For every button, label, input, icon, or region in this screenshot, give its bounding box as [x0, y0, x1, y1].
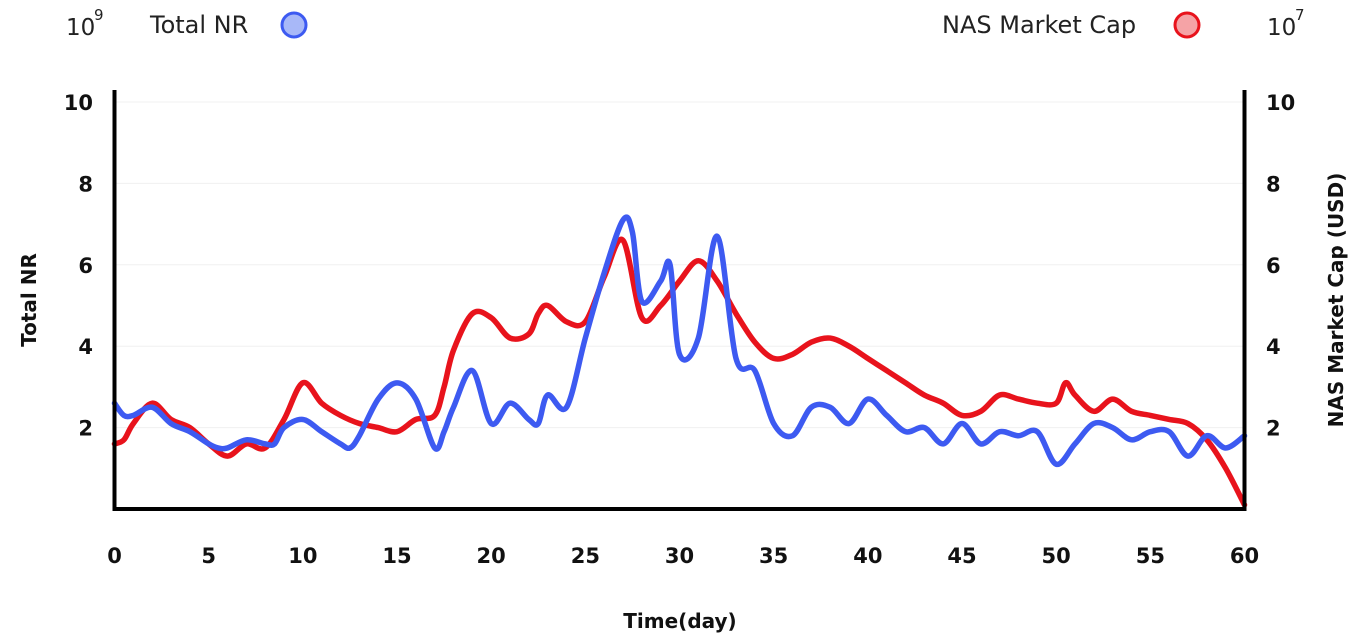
y-left-tick-label: 4: [78, 335, 93, 359]
legend-total-nr[interactable]: Total NR: [149, 11, 308, 39]
x-tick-label: 50: [1042, 544, 1071, 568]
left-multiplier-base: 10: [66, 15, 95, 41]
legend-marker-nas-market-cap: [1173, 11, 1201, 39]
x-tick-label: 15: [382, 544, 411, 568]
y-left-tick-label: 6: [78, 254, 93, 278]
legend-label-total-nr: Total NR: [149, 11, 248, 39]
ticks: 0 5 10 15 20 25 30 35 40 45 50 55 60 2 4 6 8 10 2 4 6 8 10: [64, 91, 1295, 568]
axes: [112, 90, 1247, 511]
x-tick-label: 20: [477, 544, 506, 568]
x-tick-label: 40: [853, 544, 882, 568]
y-right-tick-label: 2: [1266, 417, 1281, 441]
legend-nas-market-cap[interactable]: NAS Market Cap: [942, 11, 1201, 39]
series-line-total-nr: [111, 214, 1248, 467]
x-tick-label: 0: [107, 544, 122, 568]
x-tick-label: 30: [665, 544, 694, 568]
legend-marker-total-nr: [280, 11, 308, 39]
y-right-tick-label: 4: [1266, 335, 1281, 359]
x-tick-label: 45: [947, 544, 976, 568]
left-axis-title: Total NR: [17, 253, 41, 347]
legend-label-nas-market-cap: NAS Market Cap: [942, 11, 1136, 39]
x-tick-label: 60: [1230, 544, 1259, 568]
x-axis-title: Time(day): [623, 609, 736, 633]
left-multiplier-exponent: 9: [94, 6, 104, 24]
x-tick-label: 5: [201, 544, 216, 568]
x-tick-label: 25: [571, 544, 600, 568]
x-tick-label: 55: [1136, 544, 1165, 568]
x-tick-label: 35: [759, 544, 788, 568]
y-left-tick-label: 10: [64, 91, 93, 115]
y-right-tick-label: 10: [1266, 91, 1295, 115]
right-axis-multiplier: 10 7: [1267, 6, 1305, 41]
right-multiplier-base: 10: [1267, 15, 1296, 41]
series-layer: [111, 214, 1248, 508]
x-tick-label: 10: [288, 544, 317, 568]
y-left-tick-label: 8: [78, 172, 93, 196]
right-axis-title: NAS Market Cap (USD): [1324, 173, 1348, 428]
series-line-nas-market-cap: [111, 236, 1248, 508]
right-multiplier-exponent: 7: [1295, 6, 1305, 24]
y-left-tick-label: 2: [78, 417, 93, 441]
grid: [114, 101, 1245, 429]
left-axis-multiplier: 10 9: [66, 6, 104, 41]
y-right-tick-label: 6: [1266, 254, 1281, 278]
y-right-tick-label: 8: [1266, 172, 1281, 196]
